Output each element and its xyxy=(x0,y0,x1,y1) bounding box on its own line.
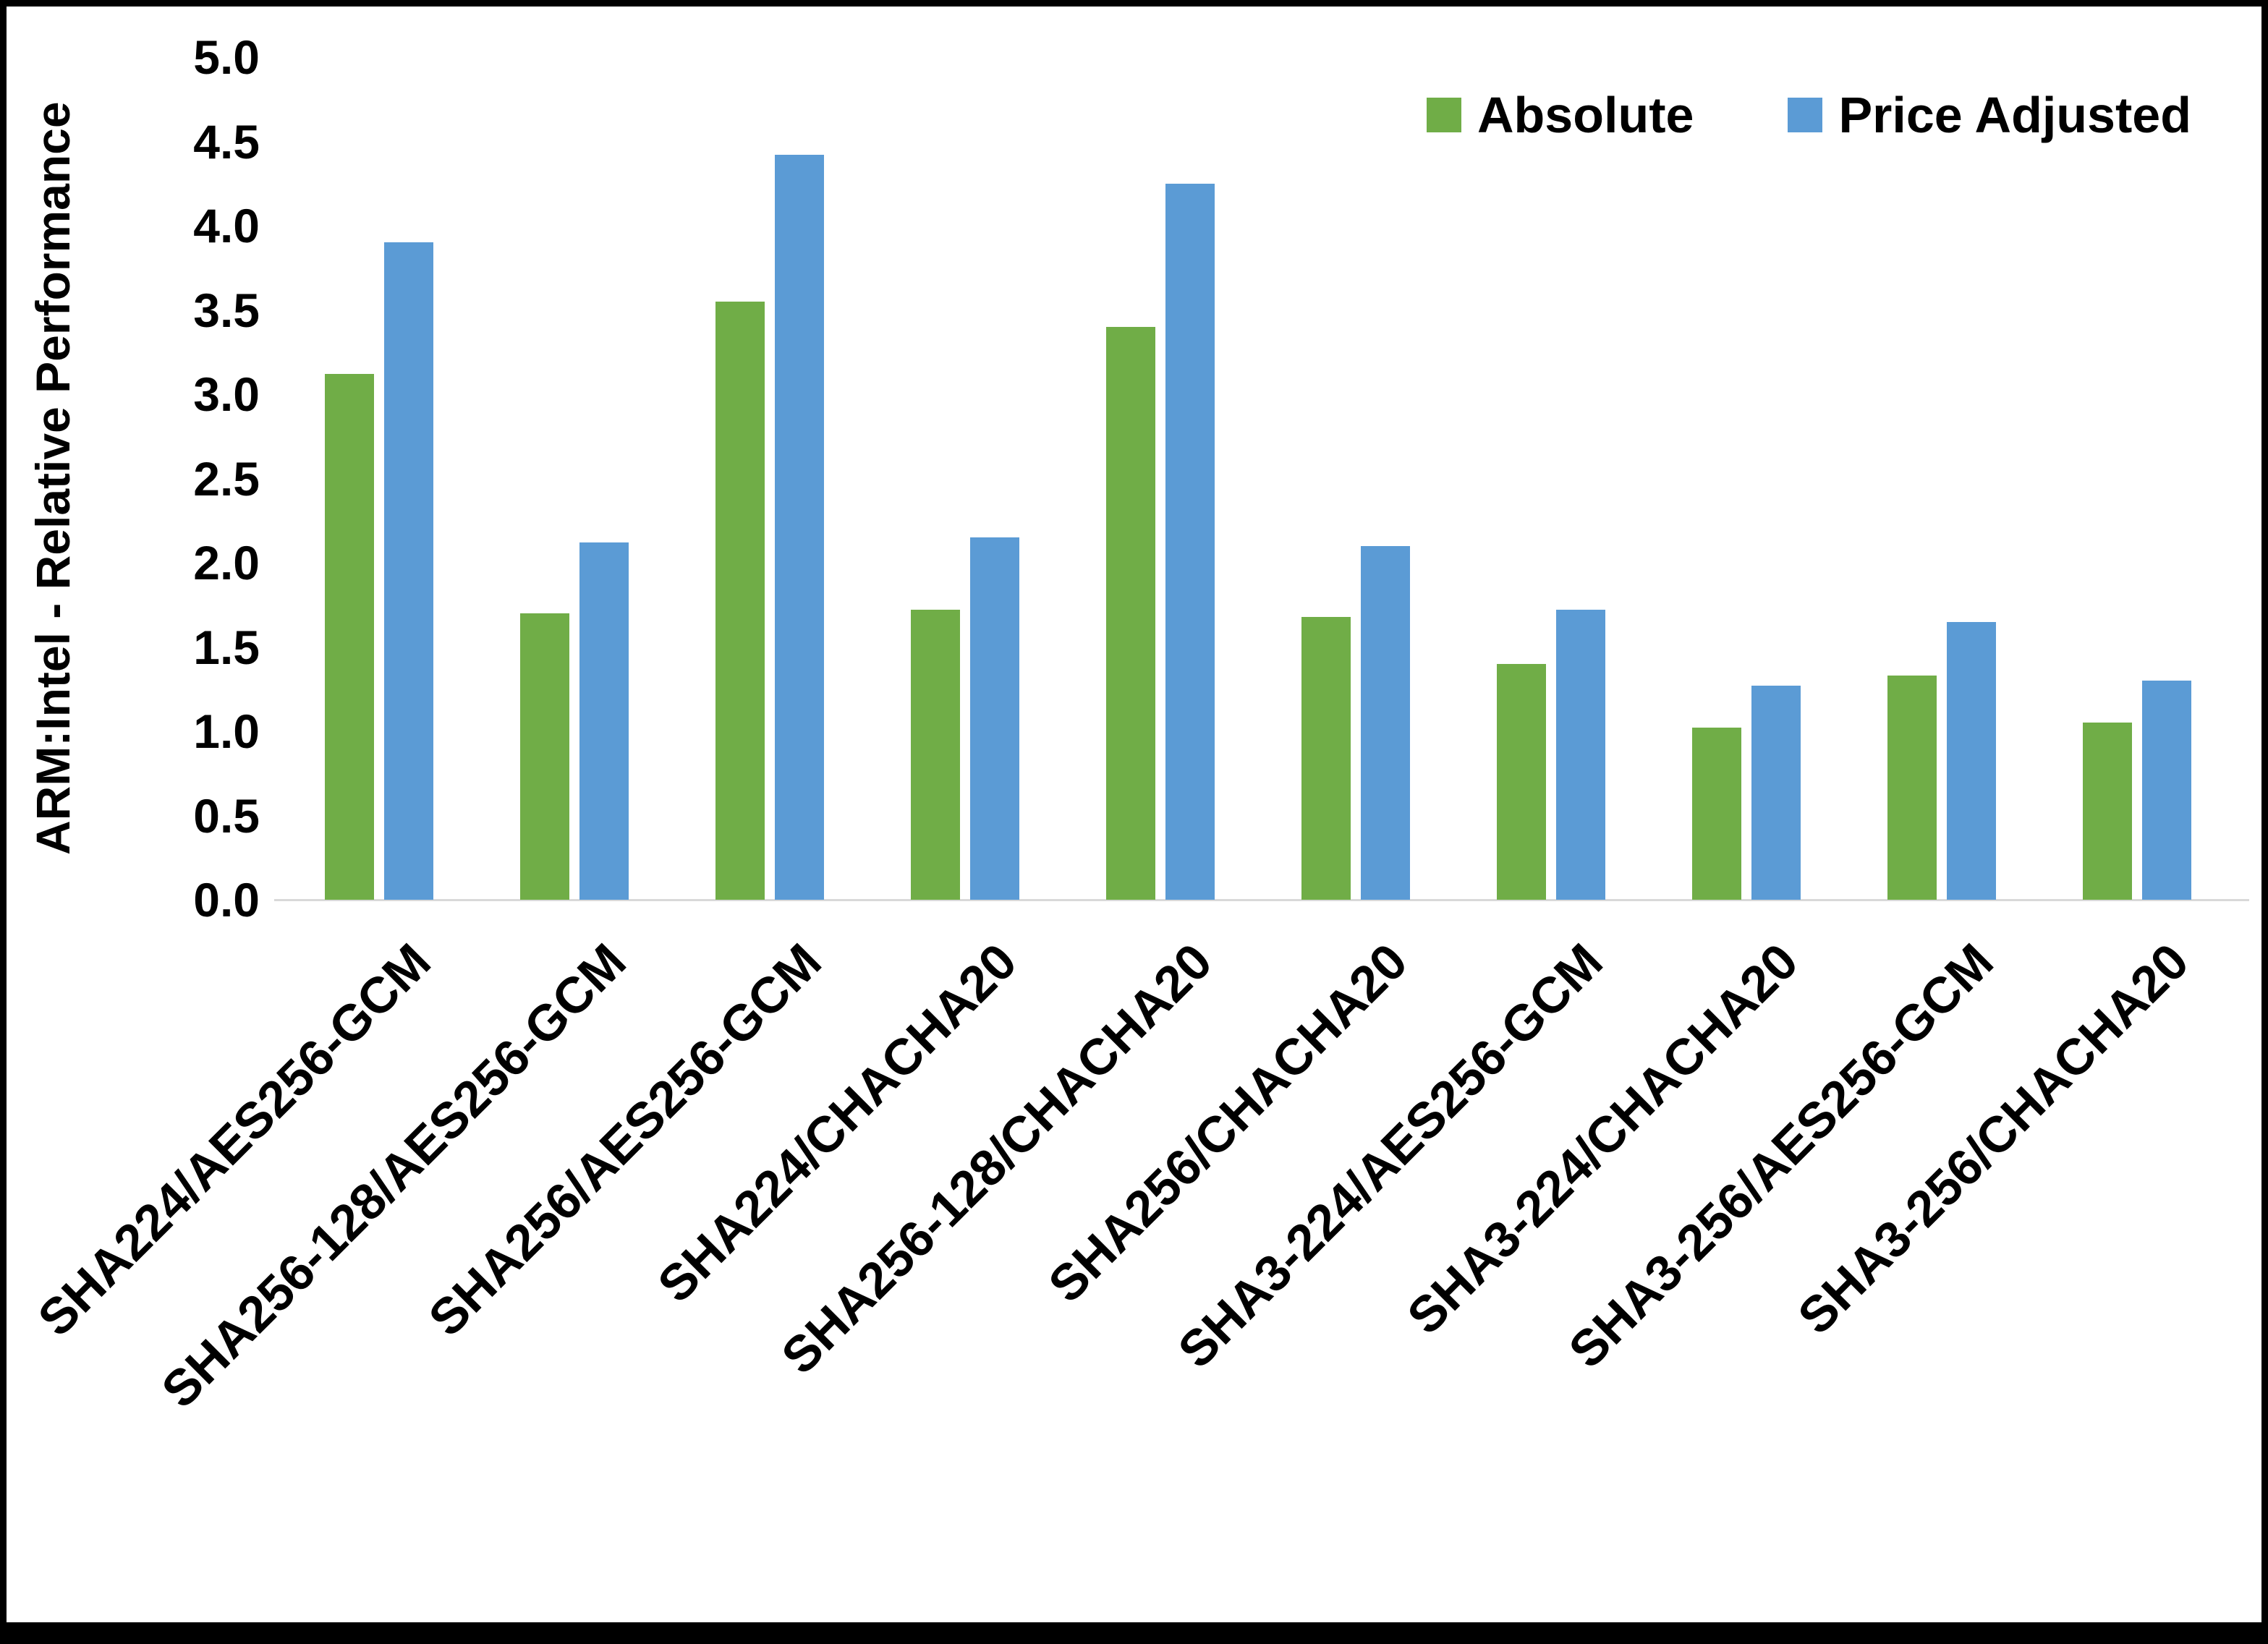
bar-absolute xyxy=(1887,676,1937,900)
bar-absolute xyxy=(2083,723,2132,900)
plot-area: Absolute Price Adjusted xyxy=(274,57,2249,901)
x-axis-line xyxy=(274,899,2249,901)
bar-price-adjusted xyxy=(579,542,629,900)
bar-group xyxy=(2039,57,2235,900)
bar-group xyxy=(867,57,1063,900)
bar-group xyxy=(281,57,477,900)
bar-price-adjusted xyxy=(1751,686,1801,900)
y-tick-label: 4.5 xyxy=(193,114,260,169)
bar-absolute xyxy=(1301,616,1351,900)
y-tick-label: 2.5 xyxy=(193,451,260,506)
y-tick-label: 4.0 xyxy=(193,199,260,252)
bar-price-adjusted xyxy=(1947,621,1996,900)
bar-group xyxy=(477,57,672,900)
bar-price-adjusted xyxy=(1361,545,1410,900)
bar-absolute xyxy=(1497,663,1546,900)
y-tick-label: 3.0 xyxy=(193,367,260,421)
bar-absolute xyxy=(325,374,374,900)
legend-label-price-adjusted: Price Adjusted xyxy=(1838,87,2191,143)
bar-price-adjusted xyxy=(970,537,1019,900)
bar-price-adjusted xyxy=(384,242,433,900)
bar-group xyxy=(1258,57,1453,900)
bar-group xyxy=(672,57,867,900)
legend-item-price-adjusted: Price Adjusted xyxy=(1788,86,2191,144)
legend-label-absolute: Absolute xyxy=(1477,87,1694,143)
bar-price-adjusted xyxy=(1556,610,1605,900)
bar-group xyxy=(1844,57,2039,900)
y-tick-label: 3.5 xyxy=(193,283,260,337)
legend-item-absolute: Absolute xyxy=(1427,86,1694,144)
absolute-swatch-icon xyxy=(1427,98,1461,132)
bar-group xyxy=(1063,57,1258,900)
bar-group xyxy=(1649,57,1844,900)
y-tick-label: 5.0 xyxy=(193,30,260,84)
bar-price-adjusted xyxy=(775,155,824,900)
bar-group xyxy=(1453,57,1649,900)
bar-absolute xyxy=(520,613,569,900)
y-tick-label: 2.0 xyxy=(193,536,260,589)
bars-container xyxy=(281,57,2235,900)
y-tick-label: 0.5 xyxy=(193,788,260,843)
price-adjusted-swatch-icon xyxy=(1788,98,1823,132)
bar-price-adjusted xyxy=(2142,681,2191,900)
y-tick-label: 1.0 xyxy=(193,704,260,758)
legend: Absolute Price Adjusted xyxy=(1427,86,2191,144)
y-axis-title: ARM:Intel - Relative Performance xyxy=(26,101,80,856)
bar-absolute xyxy=(1692,728,1741,900)
y-tick-label: 0.0 xyxy=(193,873,260,927)
y-tick-label: 1.5 xyxy=(193,620,260,674)
bar-absolute xyxy=(911,610,960,900)
bar-absolute xyxy=(1106,326,1155,900)
bar-price-adjusted xyxy=(1165,183,1215,900)
bar-absolute xyxy=(715,301,765,900)
